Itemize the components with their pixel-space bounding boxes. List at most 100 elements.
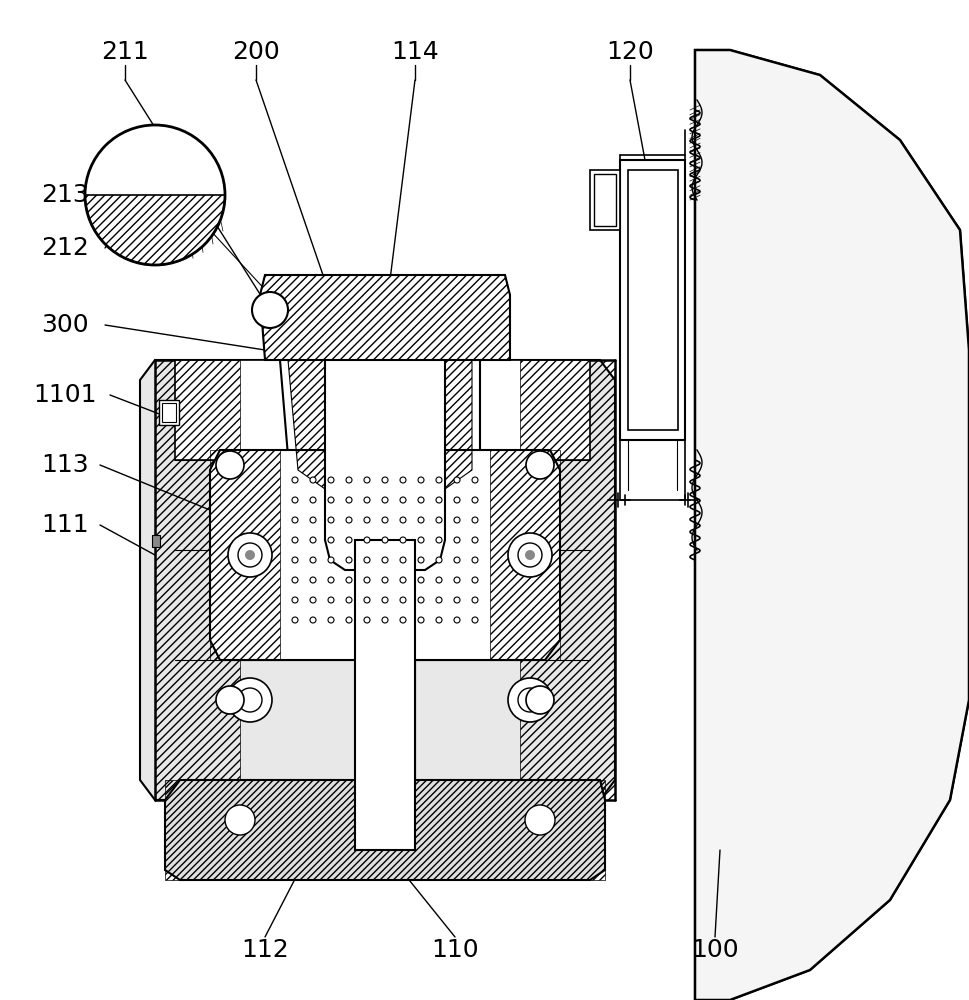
Circle shape — [418, 497, 424, 503]
Bar — [152, 535, 160, 547]
Polygon shape — [260, 275, 510, 360]
Circle shape — [382, 497, 388, 503]
Circle shape — [418, 537, 424, 543]
Circle shape — [472, 477, 478, 483]
Bar — [594, 174, 616, 226]
Circle shape — [400, 617, 406, 623]
Circle shape — [436, 477, 442, 483]
Text: 212: 212 — [41, 236, 89, 260]
Circle shape — [400, 577, 406, 583]
Circle shape — [216, 451, 244, 479]
Polygon shape — [695, 50, 969, 1000]
Circle shape — [518, 543, 542, 567]
Circle shape — [346, 557, 352, 563]
Circle shape — [328, 597, 334, 603]
Polygon shape — [165, 780, 605, 880]
Circle shape — [525, 550, 535, 560]
Circle shape — [472, 537, 478, 543]
Circle shape — [454, 617, 460, 623]
Circle shape — [364, 617, 370, 623]
Circle shape — [454, 557, 460, 563]
Circle shape — [310, 577, 316, 583]
Circle shape — [382, 617, 388, 623]
Circle shape — [526, 451, 554, 479]
Circle shape — [328, 517, 334, 523]
Bar — [620, 160, 685, 440]
Circle shape — [400, 477, 406, 483]
Circle shape — [472, 497, 478, 503]
Circle shape — [472, 577, 478, 583]
Text: 112: 112 — [241, 938, 289, 962]
Circle shape — [310, 617, 316, 623]
Text: 120: 120 — [607, 40, 654, 64]
Circle shape — [238, 688, 262, 712]
Circle shape — [526, 686, 554, 714]
Circle shape — [328, 577, 334, 583]
Circle shape — [418, 597, 424, 603]
Circle shape — [346, 577, 352, 583]
Circle shape — [85, 125, 225, 265]
Text: 111: 111 — [42, 513, 89, 537]
Polygon shape — [140, 360, 615, 800]
Circle shape — [472, 557, 478, 563]
Circle shape — [228, 533, 272, 577]
Circle shape — [418, 577, 424, 583]
Circle shape — [292, 617, 298, 623]
Polygon shape — [695, 50, 969, 1000]
Circle shape — [454, 497, 460, 503]
Circle shape — [216, 686, 244, 714]
Circle shape — [346, 497, 352, 503]
Circle shape — [418, 617, 424, 623]
Circle shape — [346, 617, 352, 623]
Bar — [628, 170, 678, 430]
Circle shape — [382, 537, 388, 543]
Bar — [590, 170, 620, 230]
Circle shape — [364, 477, 370, 483]
Circle shape — [364, 597, 370, 603]
Text: 213: 213 — [41, 183, 89, 207]
Text: 200: 200 — [233, 40, 280, 64]
Circle shape — [292, 577, 298, 583]
Circle shape — [400, 597, 406, 603]
Circle shape — [382, 577, 388, 583]
Circle shape — [364, 517, 370, 523]
Circle shape — [310, 597, 316, 603]
Circle shape — [346, 477, 352, 483]
Circle shape — [436, 497, 442, 503]
Circle shape — [418, 557, 424, 563]
Polygon shape — [280, 300, 480, 520]
Circle shape — [472, 617, 478, 623]
Circle shape — [418, 477, 424, 483]
Circle shape — [418, 517, 424, 523]
Circle shape — [228, 678, 272, 722]
Circle shape — [436, 557, 442, 563]
Circle shape — [292, 477, 298, 483]
Circle shape — [525, 805, 555, 835]
Text: 114: 114 — [391, 40, 439, 64]
Circle shape — [346, 517, 352, 523]
Circle shape — [382, 557, 388, 563]
Circle shape — [400, 537, 406, 543]
Circle shape — [364, 537, 370, 543]
Circle shape — [310, 557, 316, 563]
Circle shape — [310, 497, 316, 503]
Polygon shape — [175, 360, 590, 460]
Circle shape — [400, 557, 406, 563]
Circle shape — [292, 497, 298, 503]
Text: 113: 113 — [42, 453, 89, 477]
Circle shape — [400, 497, 406, 503]
Text: 110: 110 — [431, 938, 479, 962]
Circle shape — [382, 517, 388, 523]
Circle shape — [292, 517, 298, 523]
Circle shape — [472, 517, 478, 523]
Circle shape — [346, 597, 352, 603]
Polygon shape — [355, 540, 415, 850]
Circle shape — [454, 477, 460, 483]
Circle shape — [472, 597, 478, 603]
Circle shape — [518, 688, 542, 712]
Circle shape — [292, 537, 298, 543]
Circle shape — [436, 517, 442, 523]
Circle shape — [252, 292, 288, 328]
Circle shape — [364, 497, 370, 503]
Circle shape — [454, 577, 460, 583]
